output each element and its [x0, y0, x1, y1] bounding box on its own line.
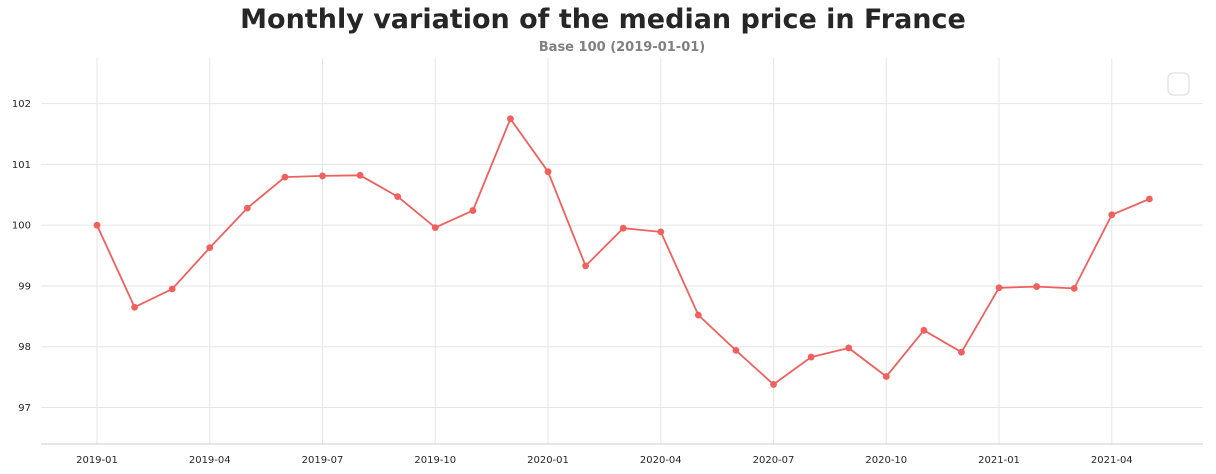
chart-title: Monthly variation of the median price in… [240, 4, 966, 35]
data-point [770, 381, 777, 388]
data-point [281, 173, 289, 181]
x-tick-label: 2019-01 [76, 455, 118, 466]
y-tick-label: 101 [12, 160, 31, 171]
data-point [807, 353, 815, 361]
x-tick-label: 2021-04 [1091, 455, 1133, 466]
x-tick-label: 2019-07 [302, 455, 344, 466]
data-point [582, 262, 590, 270]
y-tick-label: 100 [12, 221, 31, 232]
data-point [131, 303, 138, 311]
data-point [657, 228, 665, 236]
y-tick-label: 99 [18, 281, 31, 292]
data-point [1145, 195, 1153, 203]
x-tick-label: 2019-10 [414, 455, 456, 466]
y-tick-label: 97 [18, 403, 31, 414]
data-point [619, 224, 627, 232]
data-point [394, 193, 402, 200]
x-tick-label: 2020-10 [865, 455, 907, 466]
x-tick-label: 2020-04 [640, 455, 682, 466]
data-point [958, 348, 965, 356]
data-point [544, 168, 552, 176]
data-point [732, 346, 740, 354]
data-point [694, 311, 702, 319]
y-tick-labels: 97 98 99 100 101 102 [12, 99, 31, 414]
data-point [319, 172, 326, 180]
data-point [469, 207, 477, 214]
y-tick-label: 102 [12, 99, 31, 110]
data-point [1108, 211, 1116, 219]
data-point [995, 284, 1003, 292]
data-point [93, 221, 101, 229]
y-tick-label: 98 [18, 342, 31, 353]
x-tick-label: 2020-07 [753, 455, 795, 466]
x-tick-label: 2021-01 [978, 455, 1020, 466]
x-tick-label: 2019-04 [189, 455, 231, 466]
x-tick-label: 2020-01 [527, 455, 569, 466]
data-point [168, 285, 176, 293]
data-point [507, 115, 514, 123]
data-point [356, 171, 364, 179]
data-point [882, 373, 890, 380]
series-layer [93, 115, 1153, 388]
data-point [243, 204, 251, 212]
chart-subtitle: Base 100 (2019-01-01) [538, 40, 706, 55]
data-point [845, 344, 853, 352]
series-line [96, 117, 1150, 386]
data-point [1033, 283, 1041, 290]
data-point [1070, 284, 1078, 292]
data-point [431, 224, 439, 231]
grid [41, 58, 1203, 444]
x-tick-labels: 2019-01 2019-04 2019-07 2019-10 2020-01 2020-… [76, 455, 1133, 466]
data-point [920, 326, 928, 334]
legend-box [1167, 72, 1190, 96]
data-point [206, 244, 214, 252]
